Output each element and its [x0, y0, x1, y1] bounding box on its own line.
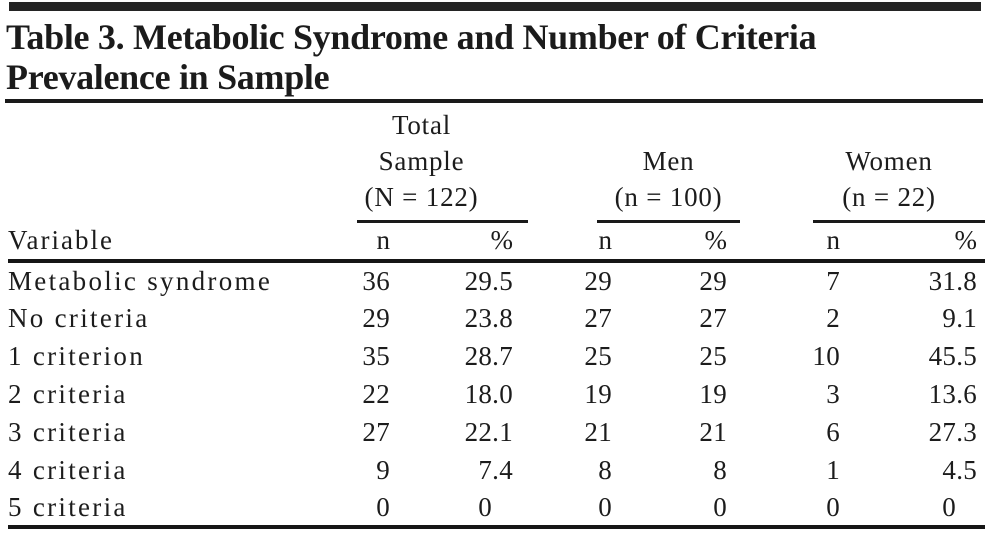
- cell-value: 35: [362, 340, 390, 371]
- cell-value: 0: [478, 491, 493, 522]
- cell-value: 22: [362, 378, 390, 409]
- cell-value: 25: [584, 340, 613, 371]
- cell-value: 13.6: [928, 378, 978, 409]
- title-rule: [5, 99, 983, 103]
- table-title: Table 3. Metabolic Syndrome and Number o…: [6, 17, 817, 97]
- cell-value: 36: [362, 265, 390, 296]
- table-row: 3 criteria 27 22.1 21 21 6 27.3: [8, 413, 985, 451]
- cell-value: 29.5: [464, 265, 514, 296]
- row-variable-label: 4 criteria: [8, 454, 128, 485]
- column-header-women-n: n: [745, 223, 851, 263]
- cell-value: 4.5: [942, 454, 978, 485]
- group-label-men: Men (n = 100): [597, 143, 741, 223]
- cell-value: 0: [826, 491, 841, 522]
- cell-value: 21: [699, 416, 728, 447]
- table-row: 4 criteria 9 7.4 8 8 1 4.5: [8, 451, 985, 489]
- cell-value: 9: [376, 454, 390, 485]
- cell-value: 27.3: [928, 416, 978, 447]
- column-header-total-pct: %: [400, 223, 531, 263]
- row-variable-label: Metabolic syndrome: [8, 265, 273, 296]
- cell-value: 31.8: [928, 265, 978, 296]
- cell-value: 23.8: [464, 302, 514, 333]
- group-header-total-sample: Total Sample (N = 122): [355, 106, 530, 223]
- table-row: 2 criteria 22 18.0 19 19 3 13.6: [8, 375, 985, 413]
- cell-value: 1: [826, 454, 841, 485]
- cell-value: 2: [826, 302, 841, 333]
- cell-value: 22.1: [464, 416, 514, 447]
- group-header-men: Men (n = 100): [530, 106, 745, 223]
- cell-value: 25: [699, 340, 728, 371]
- column-header-variable: Variable: [8, 223, 355, 263]
- cell-value: 8: [598, 454, 613, 485]
- row-variable-label: 1 criterion: [8, 340, 146, 371]
- cell-value: 0: [598, 491, 613, 522]
- cell-value: 45.5: [928, 340, 978, 371]
- cell-value: 27: [584, 302, 613, 333]
- table-body: Metabolic syndrome 36 29.5 29 29 7 31.8 No crit…: [8, 261, 985, 527]
- table-row: No criteria 29 23.8 27 27 2 9.1: [8, 299, 985, 337]
- cell-value: 9.1: [942, 302, 978, 333]
- group-header-spacer: [8, 106, 355, 223]
- cell-value: 19: [699, 378, 728, 409]
- cell-value: 27: [699, 302, 728, 333]
- group-label-total-sample: Total Sample (N = 122): [357, 107, 529, 223]
- table-title-line2: Prevalence in Sample: [6, 57, 330, 97]
- cell-value: 21: [584, 416, 613, 447]
- table-row: 1 criterion 35 28.7 25 25 10 45.5: [8, 337, 985, 375]
- table-title-line1: Table 3. Metabolic Syndrome and Number o…: [6, 17, 817, 57]
- cell-value: 28.7: [464, 340, 514, 371]
- cell-value: 10: [812, 340, 841, 371]
- subheader-row: Variable n % n % n %: [8, 223, 986, 263]
- cell-value: 8: [713, 454, 728, 485]
- cell-value: 0: [713, 491, 728, 522]
- cell-value: 29: [584, 265, 613, 296]
- cell-value: 7: [826, 265, 841, 296]
- column-header-men-n: n: [530, 223, 626, 263]
- column-header-men-pct: %: [625, 223, 746, 263]
- cell-value: 29: [699, 265, 728, 296]
- cell-value: 0: [942, 491, 957, 522]
- cell-value: 0: [376, 491, 390, 522]
- row-variable-label: 3 criteria: [8, 416, 128, 447]
- table-row: 5 criteria 0 0 0 0 0 0: [8, 489, 985, 527]
- cell-value: 29: [362, 302, 390, 333]
- row-variable-label: 5 criteria: [8, 491, 128, 522]
- table-row: Metabolic syndrome 36 29.5 29 29 7 31.8: [8, 261, 985, 299]
- cell-value: 3: [826, 378, 841, 409]
- column-header-total-n: n: [355, 223, 400, 263]
- cell-value: 19: [584, 378, 613, 409]
- group-header-row: Total Sample (N = 122) Men (n = 100) Wom…: [8, 106, 986, 223]
- group-header-women: Women (n = 22): [745, 106, 986, 223]
- row-variable-label: 2 criteria: [8, 378, 128, 409]
- cell-value: 6: [826, 416, 841, 447]
- top-rule-bar: [9, 2, 981, 11]
- group-label-women: Women (n = 22): [813, 143, 986, 223]
- cell-value: 27: [362, 416, 390, 447]
- column-header-women-pct: %: [850, 223, 986, 263]
- prevalence-table: Total Sample (N = 122) Men (n = 100) Wom…: [8, 106, 986, 529]
- cell-value: 7.4: [478, 454, 514, 485]
- cell-value: 18.0: [464, 378, 514, 409]
- row-variable-label: No criteria: [8, 302, 150, 333]
